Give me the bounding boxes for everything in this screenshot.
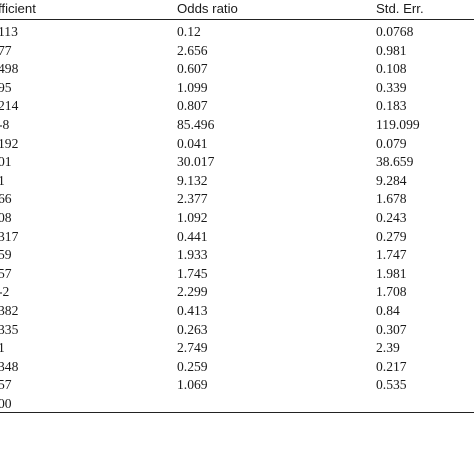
cell-odds-ratio: 0.413 [177,303,208,318]
cell-std-err: 0.339 [376,79,407,95]
cell-odds-ratio: 0.263 [177,321,208,337]
cell-std-err: 0.0768 [376,24,414,39]
cell-std-err: 0.243 [376,210,407,225]
cell-coefficient: 59 [0,247,12,263]
cell-coefficient: 77 [0,42,12,58]
cell-odds-ratio: 1.092 [177,210,208,225]
cell-odds-ratio: 1.069 [177,377,208,393]
cell-odds-ratio: 0.041 [177,135,208,151]
cell-odds-ratio: 1.745 [177,265,208,281]
header-std-err: Std. Err. [376,1,424,16]
cell-odds-ratio: 30.017 [177,154,215,170]
cell-odds-ratio: 0.12 [177,24,201,39]
table-row: 00 [0,395,474,412]
table-row: 57 1.745 1.981 [0,265,474,282]
table-row: 77 2.656 0.981 [0,42,474,59]
table-row: 95 1.099 0.339 [0,79,474,96]
cell-std-err: 0.981 [376,42,407,58]
table-row: 113 0.12 0.0768 [0,23,474,40]
cell-coefficient: 1 [0,172,5,188]
cell-odds-ratio: 2.299 [177,284,208,300]
table-row: 08 1.092 0.243 [0,209,474,226]
cell-coefficient: 348 [0,358,19,374]
cell-odds-ratio: 0.441 [177,228,208,244]
table-row: 01 30.017 38.659 [0,153,474,170]
table-row: -2 2.299 1.708 [0,283,474,300]
cell-coefficient: 317 [0,228,19,244]
cell-odds-ratio: 1.099 [177,79,208,95]
table-row: -8 85.496 119.099 [0,116,474,133]
cell-odds-ratio: 0.607 [177,61,208,77]
cell-coefficient: 95 [0,79,12,95]
cell-std-err: 0.535 [376,377,407,393]
cell-coefficient: 335 [0,321,19,337]
header-odds-ratio: Odds ratio [177,1,238,16]
cell-std-err: 0.279 [376,228,407,244]
cell-std-err: 2.39 [376,340,400,356]
cell-odds-ratio: 1.933 [177,247,208,263]
cell-coefficient: 1 [0,340,5,356]
cell-std-err: 0.079 [376,135,407,151]
table-row: 348 0.259 0.217 [0,358,474,375]
cell-coefficient: 57 [0,377,12,393]
table-row: 214 0.807 0.183 [0,97,474,114]
cell-coefficient: 498 [0,61,19,77]
table-row: 66 2.377 1.678 [0,190,474,207]
cell-coefficient: -8 [0,117,10,132]
cell-coefficient: 08 [0,210,12,225]
cell-coefficient: -2 [0,284,10,300]
header-coefficient: fficient [0,1,36,16]
cell-std-err: 1.708 [376,284,407,300]
table-top-rule [0,19,474,20]
cell-coefficient: 00 [0,396,12,411]
cell-std-err: 0.217 [376,358,407,374]
cell-std-err: 9.284 [376,172,407,188]
cell-coefficient: 214 [0,98,19,114]
cell-odds-ratio: 2.377 [177,191,208,207]
cell-std-err: 1.747 [376,247,407,263]
cell-std-err: 0.108 [376,61,407,77]
cell-odds-ratio: 2.656 [177,42,208,58]
cell-std-err: 1.678 [376,191,407,207]
table-row: 1 9.132 9.284 [0,172,474,189]
cell-coefficient: 113 [0,24,18,39]
table-row: 382 0.413 0.84 [0,302,474,319]
cell-odds-ratio: 0.259 [177,358,208,374]
cell-odds-ratio: 2.749 [177,340,208,356]
cell-std-err: 1.981 [376,265,407,281]
table-row: 57 1.069 0.535 [0,376,474,393]
cell-coefficient: 01 [0,154,12,170]
cell-coefficient: 57 [0,265,12,281]
cell-std-err: 38.659 [376,154,414,170]
table-row: 192 0.041 0.079 [0,135,474,152]
cell-std-err: 119.099 [376,117,420,132]
cell-odds-ratio: 85.496 [177,117,215,132]
cell-coefficient: 382 [0,303,19,318]
cell-odds-ratio: 9.132 [177,172,208,188]
cell-std-err: 0.307 [376,321,407,337]
cell-std-err: 0.84 [376,303,400,318]
table-row: 317 0.441 0.279 [0,228,474,245]
table-bottom-rule [0,412,474,413]
table-header-row: fficient Odds ratio Std. Err. [0,0,474,18]
table-row: 498 0.607 0.108 [0,60,474,77]
cell-coefficient: 192 [0,135,19,151]
cell-coefficient: 66 [0,191,12,207]
table-row: 1 2.749 2.39 [0,339,474,356]
table-row: 335 0.263 0.307 [0,321,474,338]
cell-std-err: 0.183 [376,98,407,114]
table-row: 59 1.933 1.747 [0,246,474,263]
cell-odds-ratio: 0.807 [177,98,208,114]
